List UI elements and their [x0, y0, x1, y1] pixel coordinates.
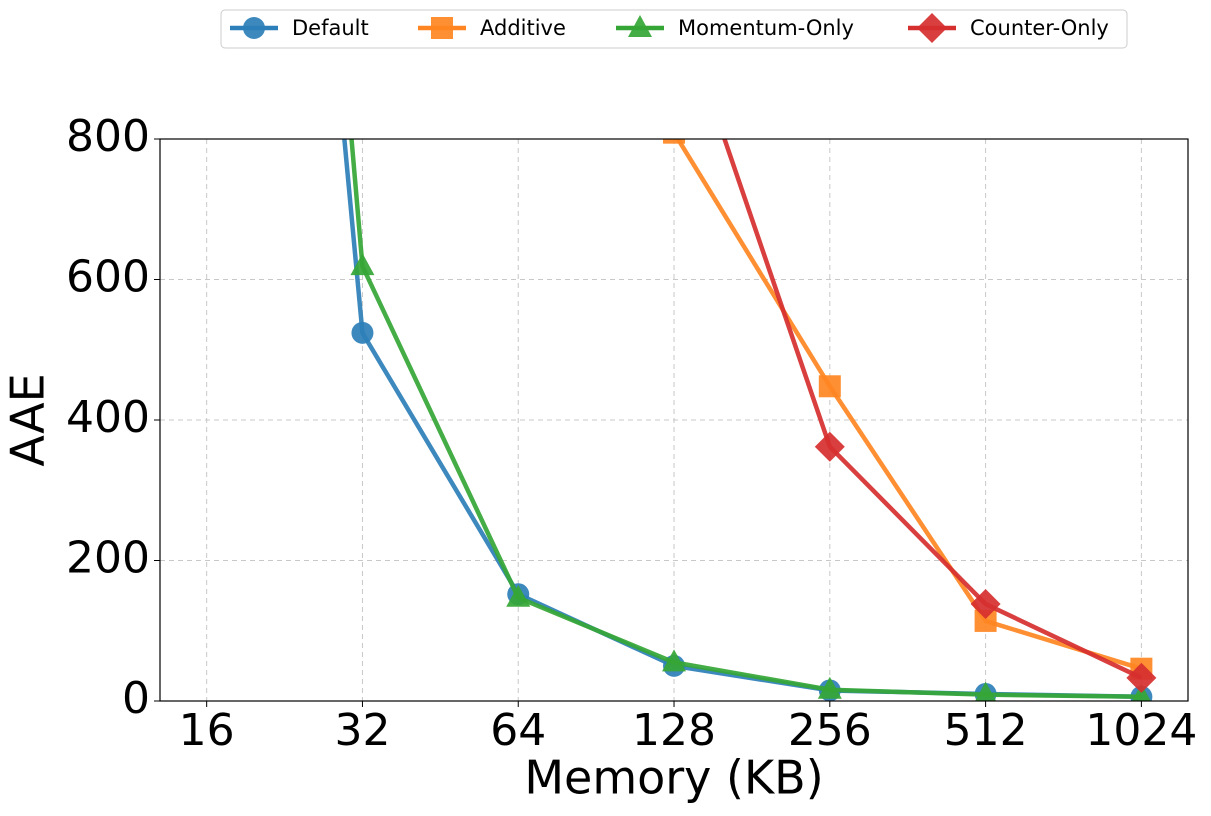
- marker: [663, 139, 686, 144]
- legend-label: Default: [292, 16, 369, 40]
- y-axis-label: AAE: [1, 373, 55, 466]
- x-tick-label: 64: [490, 705, 546, 756]
- legend-label: Momentum-Only: [678, 16, 854, 40]
- series-line: [675, 139, 1143, 671]
- x-tick-label: 1024: [1085, 705, 1197, 756]
- marker: [814, 431, 845, 462]
- plot-area: [342, 0, 1157, 701]
- marker: [506, 584, 531, 607]
- marker: [970, 589, 1001, 620]
- series-line: [722, 139, 1143, 680]
- y-tick-label: 400: [66, 392, 150, 443]
- marker: [818, 375, 841, 398]
- x-tick-label: 32: [334, 705, 390, 756]
- x-axis-label: Memory (KB): [524, 751, 823, 805]
- marker: [351, 321, 374, 344]
- marker: [662, 649, 687, 672]
- marker: [975, 681, 997, 701]
- legend-label: Counter-Only: [970, 16, 1109, 40]
- marker: [1126, 662, 1157, 693]
- legend-items: Default Additive Momentum-Only Counter-Only: [230, 13, 1109, 43]
- y-tick-label: 0: [122, 673, 150, 724]
- x-tick-label: 512: [944, 705, 1028, 756]
- marker: [628, 15, 652, 37]
- marker: [659, 0, 689, 6]
- legend-label: Additive: [480, 16, 566, 40]
- marker: [817, 676, 842, 699]
- grid: [160, 138, 1188, 702]
- marker: [917, 13, 947, 43]
- x-tick-label: 128: [632, 705, 716, 756]
- marker: [431, 17, 453, 39]
- y-tick-label: 800: [66, 111, 150, 162]
- y-tick-label: 200: [66, 533, 150, 584]
- marker: [243, 17, 265, 39]
- axes: 0 200 400 600 800 16 32 64 128 256 512 1024: [66, 111, 1197, 756]
- marker: [974, 609, 997, 632]
- x-tick-label: 16: [179, 705, 235, 756]
- y-tick-label: 600: [66, 252, 150, 303]
- x-tick-label: 256: [788, 705, 872, 756]
- marker: [350, 253, 375, 276]
